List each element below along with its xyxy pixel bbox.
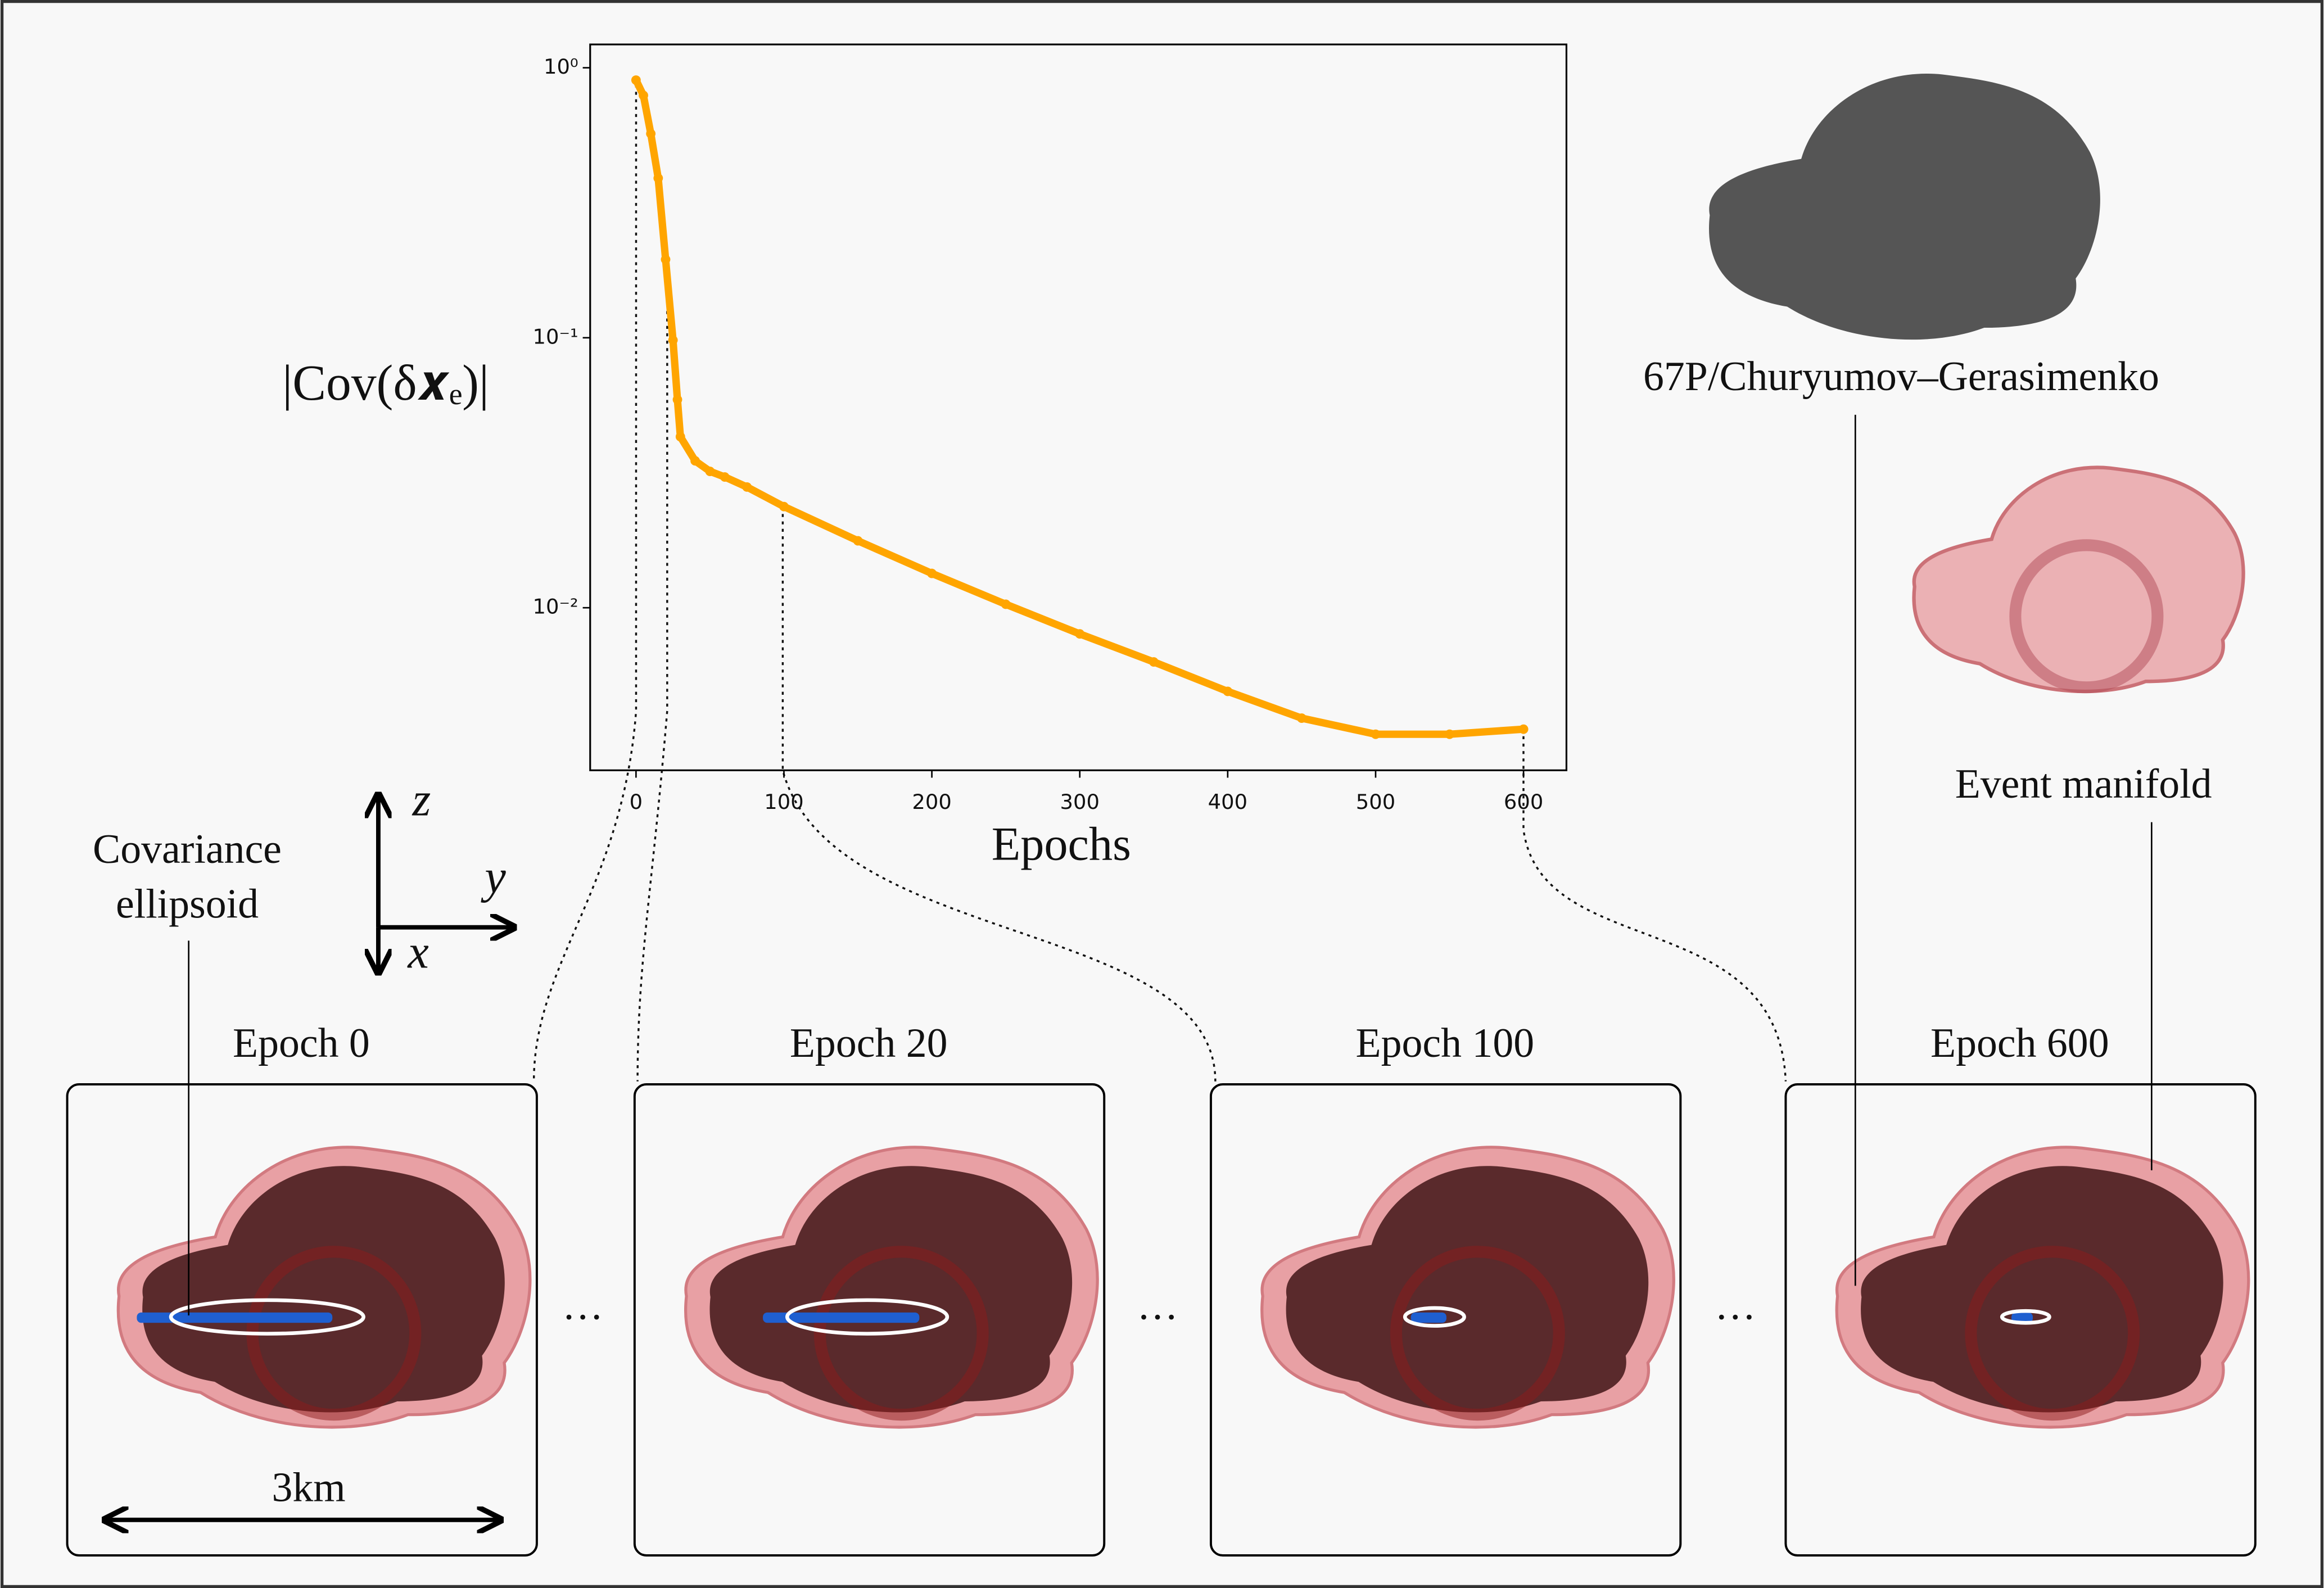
panel-box bbox=[66, 1083, 538, 1557]
cov-label: Covariance bbox=[93, 826, 282, 872]
point bbox=[1518, 724, 1529, 734]
cov-ellipse bbox=[785, 1298, 950, 1336]
panel-title: Epoch 600 bbox=[1930, 1020, 2109, 1066]
point bbox=[653, 173, 663, 183]
panels: Epoch 0 Epoch 20 Epoch 100 Epoch 600 ··· ··· ·… bbox=[66, 1020, 2257, 1557]
point bbox=[639, 91, 648, 101]
point bbox=[1149, 657, 1159, 667]
plot: 0 100 200 300 400 500 600 10⁰ 10⁻¹ 10⁻² bbox=[533, 55, 1544, 814]
point bbox=[1223, 686, 1233, 696]
cov-label: ellipsoid bbox=[116, 880, 259, 926]
point bbox=[1371, 729, 1381, 739]
points bbox=[763, 1312, 920, 1323]
panel-title: Epoch 0 bbox=[233, 1020, 370, 1066]
point bbox=[1075, 629, 1085, 639]
point bbox=[705, 467, 715, 476]
panel-box bbox=[1209, 1083, 1682, 1557]
panel-box bbox=[1784, 1083, 2257, 1557]
x-tick-label: 300 bbox=[1060, 790, 1100, 814]
plot-frame bbox=[589, 43, 1568, 771]
x-label: Epochs bbox=[992, 818, 1131, 870]
x-tick-label: 0 bbox=[630, 790, 643, 814]
cov-ellipse bbox=[1403, 1306, 1466, 1328]
axes-icon bbox=[378, 797, 512, 970]
points bbox=[2011, 1312, 2033, 1323]
x-tick-label: 200 bbox=[912, 790, 951, 814]
y-tick-label: 10⁻² bbox=[533, 595, 578, 619]
ellipsis: ··· bbox=[1137, 1294, 1178, 1340]
point bbox=[742, 482, 752, 492]
axis-name: y bbox=[480, 850, 506, 903]
points bbox=[137, 1312, 333, 1323]
point bbox=[720, 472, 730, 482]
point bbox=[1001, 599, 1011, 609]
manifold-shape bbox=[1914, 468, 2244, 694]
connectors bbox=[532, 77, 1787, 1082]
scale-label: 3km bbox=[272, 1464, 346, 1510]
x-tick-label: 600 bbox=[1504, 790, 1543, 814]
point bbox=[646, 129, 656, 139]
panel-box bbox=[633, 1083, 1106, 1557]
point bbox=[779, 501, 789, 512]
point bbox=[690, 456, 700, 466]
points bbox=[1410, 1312, 1446, 1323]
ellipsis: ··· bbox=[562, 1294, 604, 1340]
point bbox=[675, 432, 685, 442]
x-tick-label: 500 bbox=[1356, 790, 1395, 814]
point bbox=[1445, 729, 1454, 739]
comet-name: 67P/Churyumov–Gerasimenko bbox=[1643, 353, 2159, 399]
axis-name: x bbox=[406, 926, 428, 979]
point bbox=[1296, 713, 1306, 723]
point bbox=[668, 335, 678, 345]
y-tick-label: 10⁻¹ bbox=[533, 324, 578, 349]
point bbox=[631, 75, 641, 85]
x-tick-label: 400 bbox=[1208, 790, 1247, 814]
y-label: |Cov(δ𝒙ₑ)| bbox=[282, 355, 489, 411]
panel-title: Epoch 100 bbox=[1356, 1020, 1535, 1066]
point bbox=[672, 395, 682, 405]
axis-name: z bbox=[412, 773, 431, 826]
x-tick-label: 100 bbox=[764, 790, 803, 814]
point bbox=[853, 536, 863, 546]
ellipsis: ··· bbox=[1715, 1294, 1756, 1340]
panel-title: Epoch 20 bbox=[790, 1020, 948, 1066]
cov-ellipse bbox=[169, 1298, 365, 1336]
manifold-label: Event manifold bbox=[1955, 761, 2212, 807]
y-tick-label: 10⁰ bbox=[544, 55, 578, 79]
cov-ellipse bbox=[2000, 1309, 2051, 1325]
point bbox=[927, 568, 937, 578]
point bbox=[661, 255, 671, 264]
